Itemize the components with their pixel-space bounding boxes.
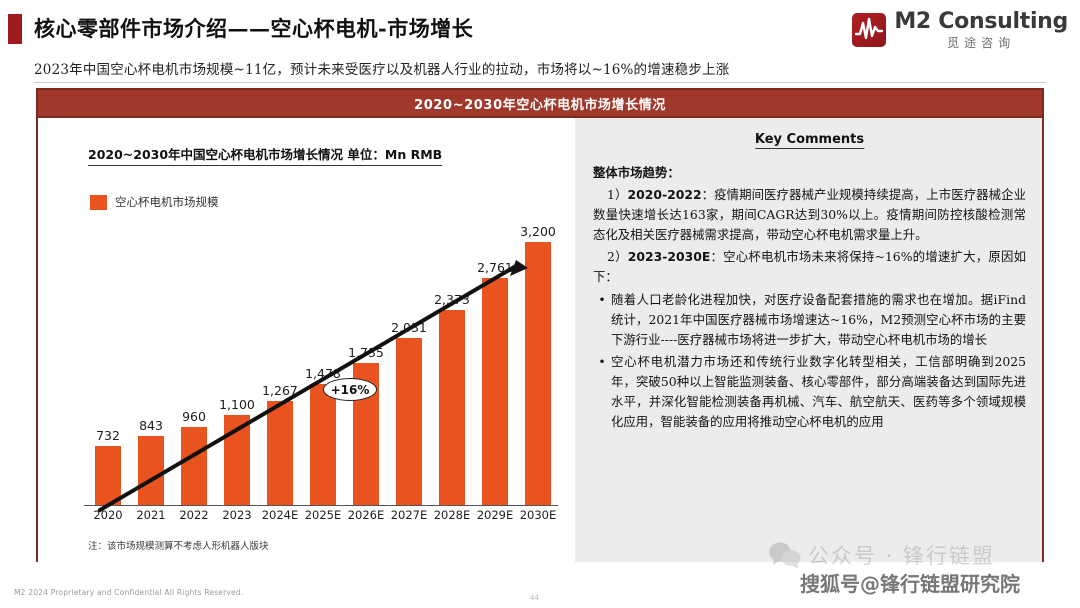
comments-item-2: 2）2023-2030E：空心杯电机市场未来将保持~16%的增速扩大，原因如下： <box>593 247 1026 287</box>
bar-rect <box>396 338 422 506</box>
bar-column: 1,735 <box>346 206 386 506</box>
chart-pane: 2020~2030年中国空心杯电机市场增长情况 单位：Mn RMB 空心杯电机市… <box>38 118 575 562</box>
bar-rect <box>482 278 508 506</box>
x-tick-label: 2020 <box>93 508 123 522</box>
chart-title: 2020~2030年中国空心杯电机市场增长情况 单位：Mn RMB <box>88 144 443 166</box>
bar-column: 732 <box>88 206 128 506</box>
bar-column: 2,031 <box>389 206 429 506</box>
x-tick-label: 2030E <box>519 508 557 522</box>
bar-column: 843 <box>131 206 171 506</box>
bar-value-label: 3,200 <box>520 224 556 239</box>
bar-value-label: 732 <box>96 428 120 443</box>
bar-column: 2,761 <box>475 206 515 506</box>
m2-logo-mark-icon <box>852 13 887 47</box>
comments-item-2-text: ：空心杯电机市场未来将保持~16%的增速扩大，原因如下： <box>593 249 1027 285</box>
bar-rect <box>267 401 293 506</box>
bar-rect <box>138 436 164 506</box>
x-tick-label: 2028E <box>433 508 471 522</box>
comments-bullet-2-text: 空心杯电机潜力市场还和传统行业数字化转型相关，工信部明确到2025年，突破50种… <box>611 353 1026 430</box>
brand-subname: 觅途咨询 <box>947 36 1016 50</box>
bar-value-label: 2,373 <box>434 292 470 307</box>
panel-body: 2020~2030年中国空心杯电机市场增长情况 单位：Mn RMB 空心杯电机市… <box>38 118 1042 562</box>
brand-logo: M2 Consulting 觅途咨询 <box>852 8 1068 52</box>
chart-legend: 空心杯电机市场规模 <box>90 194 219 210</box>
chart-footnote: 注：该市场规模测算不考虑人形机器人版块 <box>88 541 269 552</box>
legend-swatch-icon <box>90 194 107 210</box>
comments-item-2-label: 2023-2030E <box>627 249 711 265</box>
bar-value-label: 1,100 <box>219 397 255 412</box>
bullet-dot-icon: • <box>598 353 606 369</box>
bar-value-label: 2,761 <box>477 260 513 275</box>
bar-value-label: 843 <box>139 418 163 433</box>
sohu-watermark: 搜狐号@锋行链盟研究院 <box>800 572 1020 596</box>
x-tick-label: 2029E <box>476 508 514 522</box>
bar-value-label: 1,735 <box>348 345 384 360</box>
x-tick-label: 2026E <box>347 508 385 522</box>
comments-heading: Key Comments <box>754 132 865 149</box>
bar-value-label: 960 <box>182 409 206 424</box>
subtitle-divider <box>34 82 1046 83</box>
bar-series: 732 843 960 1,100 1,267 1,478 1,735 2,031 2,373 2… <box>88 206 558 506</box>
bar-rect <box>310 384 336 506</box>
bar-rect <box>181 427 207 506</box>
cagr-badge-label: +16% <box>330 382 370 397</box>
x-tick-label: 2024E <box>261 508 299 522</box>
comments-item-1-text: ：疫情期间医疗器械产业规模持续提高，上市医疗器械企业数量快速增长达163家，期间… <box>593 187 1026 243</box>
x-tick-label: 2023 <box>222 508 252 522</box>
panel-banner-title: 2020~2030年空心杯电机市场增长情况 <box>414 97 666 113</box>
legend-label: 空心杯电机市场规模 <box>115 195 219 209</box>
bar-rect <box>525 242 551 506</box>
comments-bullet-1: • 随着人口老龄化进程加快，对医疗设备配套措施的需求也在增加。据iFind统计，… <box>593 290 1026 350</box>
content-panel: 2020~2030年空心杯电机市场增长情况 2020~2030年中国空心杯电机市… <box>36 88 1044 562</box>
bullet-dot-icon: • <box>598 291 606 307</box>
brand-text: M2 Consulting 觅途咨询 <box>894 9 1068 50</box>
comments-item-1: 1）2020-2022：疫情期间医疗器械产业规模持续提高，上市医疗器械企业数量快… <box>593 185 1026 245</box>
comments-pane: Key Comments 整体市场趋势： 1）2020-2022：疫情期间医疗器… <box>575 118 1042 562</box>
title-accent-bar <box>8 14 22 44</box>
bar-value-label: 2,031 <box>391 320 427 335</box>
bar-rect <box>95 446 121 506</box>
x-axis-line <box>84 504 558 506</box>
comments-bullet-2: • 空心杯电机潜力市场还和传统行业数字化转型相关，工信部明确到2025年，突破5… <box>593 352 1026 432</box>
comments-bullet-1-text: 随着人口老龄化进程加快，对医疗设备配套措施的需求也在增加。据iFind统计，20… <box>611 291 1026 347</box>
page-title: 核心零部件市场介绍——空心杯电机-市场增长 <box>34 16 474 41</box>
logo-waveform-icon <box>855 17 884 40</box>
comments-item-1-prefix: 1） <box>607 187 628 203</box>
brand-name: M2 Consulting <box>894 9 1068 34</box>
bar-column: 2,373 <box>432 206 472 506</box>
bar-column: 960 <box>174 206 214 506</box>
subtitle-text: 2023年中国空心杯电机市场规模~11亿，预计未来受医疗以及机器人行业的拉动，市… <box>34 62 730 78</box>
x-tick-label: 2022 <box>179 508 209 522</box>
bar-value-label: 1,267 <box>262 383 298 398</box>
cagr-badge: +16% <box>323 378 377 401</box>
x-tick-label: 2021 <box>136 508 166 522</box>
bar-rect <box>439 310 465 506</box>
bar-column: 1,100 <box>217 206 257 506</box>
chart-plot-area: 732 843 960 1,100 1,267 1,478 1,735 2,031 2,373 2… <box>84 170 558 528</box>
subtitle-row: 2023年中国空心杯电机市场规模~11亿，预计未来受医疗以及机器人行业的拉动，市… <box>34 58 1046 83</box>
panel-banner: 2020~2030年空心杯电机市场增长情况 <box>38 90 1042 118</box>
bar-column: 1,478 <box>303 206 343 506</box>
comments-body: 整体市场趋势： 1）2020-2022：疫情期间医疗器械产业规模持续提高，上市医… <box>593 163 1026 432</box>
bar-column: 1,267 <box>260 206 300 506</box>
comments-section-title: 整体市场趋势： <box>593 165 680 180</box>
x-tick-label: 2027E <box>390 508 428 522</box>
slide-header: 核心零部件市场介绍——空心杯电机-市场增长 M2 Consulting 觅途咨询 <box>0 0 1080 52</box>
comments-item-2-prefix: 2） <box>607 249 628 265</box>
bar-column: 3,200 <box>518 206 558 506</box>
x-tick-label: 2025E <box>304 508 342 522</box>
bar-rect <box>224 415 250 506</box>
comments-item-1-label: 2020-2022 <box>627 187 702 203</box>
x-axis-tick-labels: 2020 2021 2022 2023 2024E 2025E 2026E 2027E 2028… <box>88 508 558 528</box>
page-number: 44 <box>530 594 539 602</box>
slide-footer-copyright: M2 2024 Proprietary and Confidential All… <box>14 588 244 597</box>
